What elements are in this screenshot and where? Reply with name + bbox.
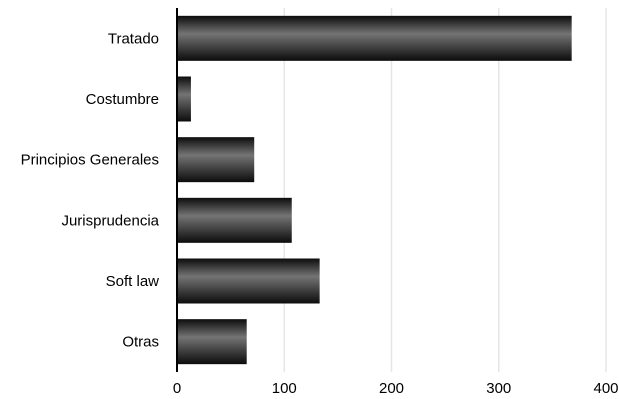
category-label: Soft law — [106, 273, 160, 290]
bar-otras — [177, 319, 247, 365]
x-tick-label: 300 — [486, 380, 511, 397]
bars — [177, 15, 572, 365]
x-tick-label: 200 — [379, 380, 404, 397]
bar-principios-generales — [177, 137, 255, 183]
x-tick-label: 400 — [593, 380, 618, 397]
gridlines — [283, 8, 607, 372]
category-label: Principios Generales — [21, 152, 159, 169]
bar-jurisprudencia — [177, 197, 292, 243]
category-label: Tratado — [108, 30, 159, 47]
bar-costumbre — [177, 76, 191, 122]
labels: Tratado Costumbre Principios Generales Juri… — [21, 30, 619, 397]
category-label: Costumbre — [86, 91, 159, 108]
bar-soft-law — [177, 258, 320, 304]
bar-tratado — [177, 15, 572, 61]
category-label: Otras — [122, 334, 159, 351]
x-tick-label: 100 — [272, 380, 297, 397]
x-tick-label: 0 — [173, 380, 181, 397]
category-label: Jurisprudencia — [61, 212, 159, 229]
